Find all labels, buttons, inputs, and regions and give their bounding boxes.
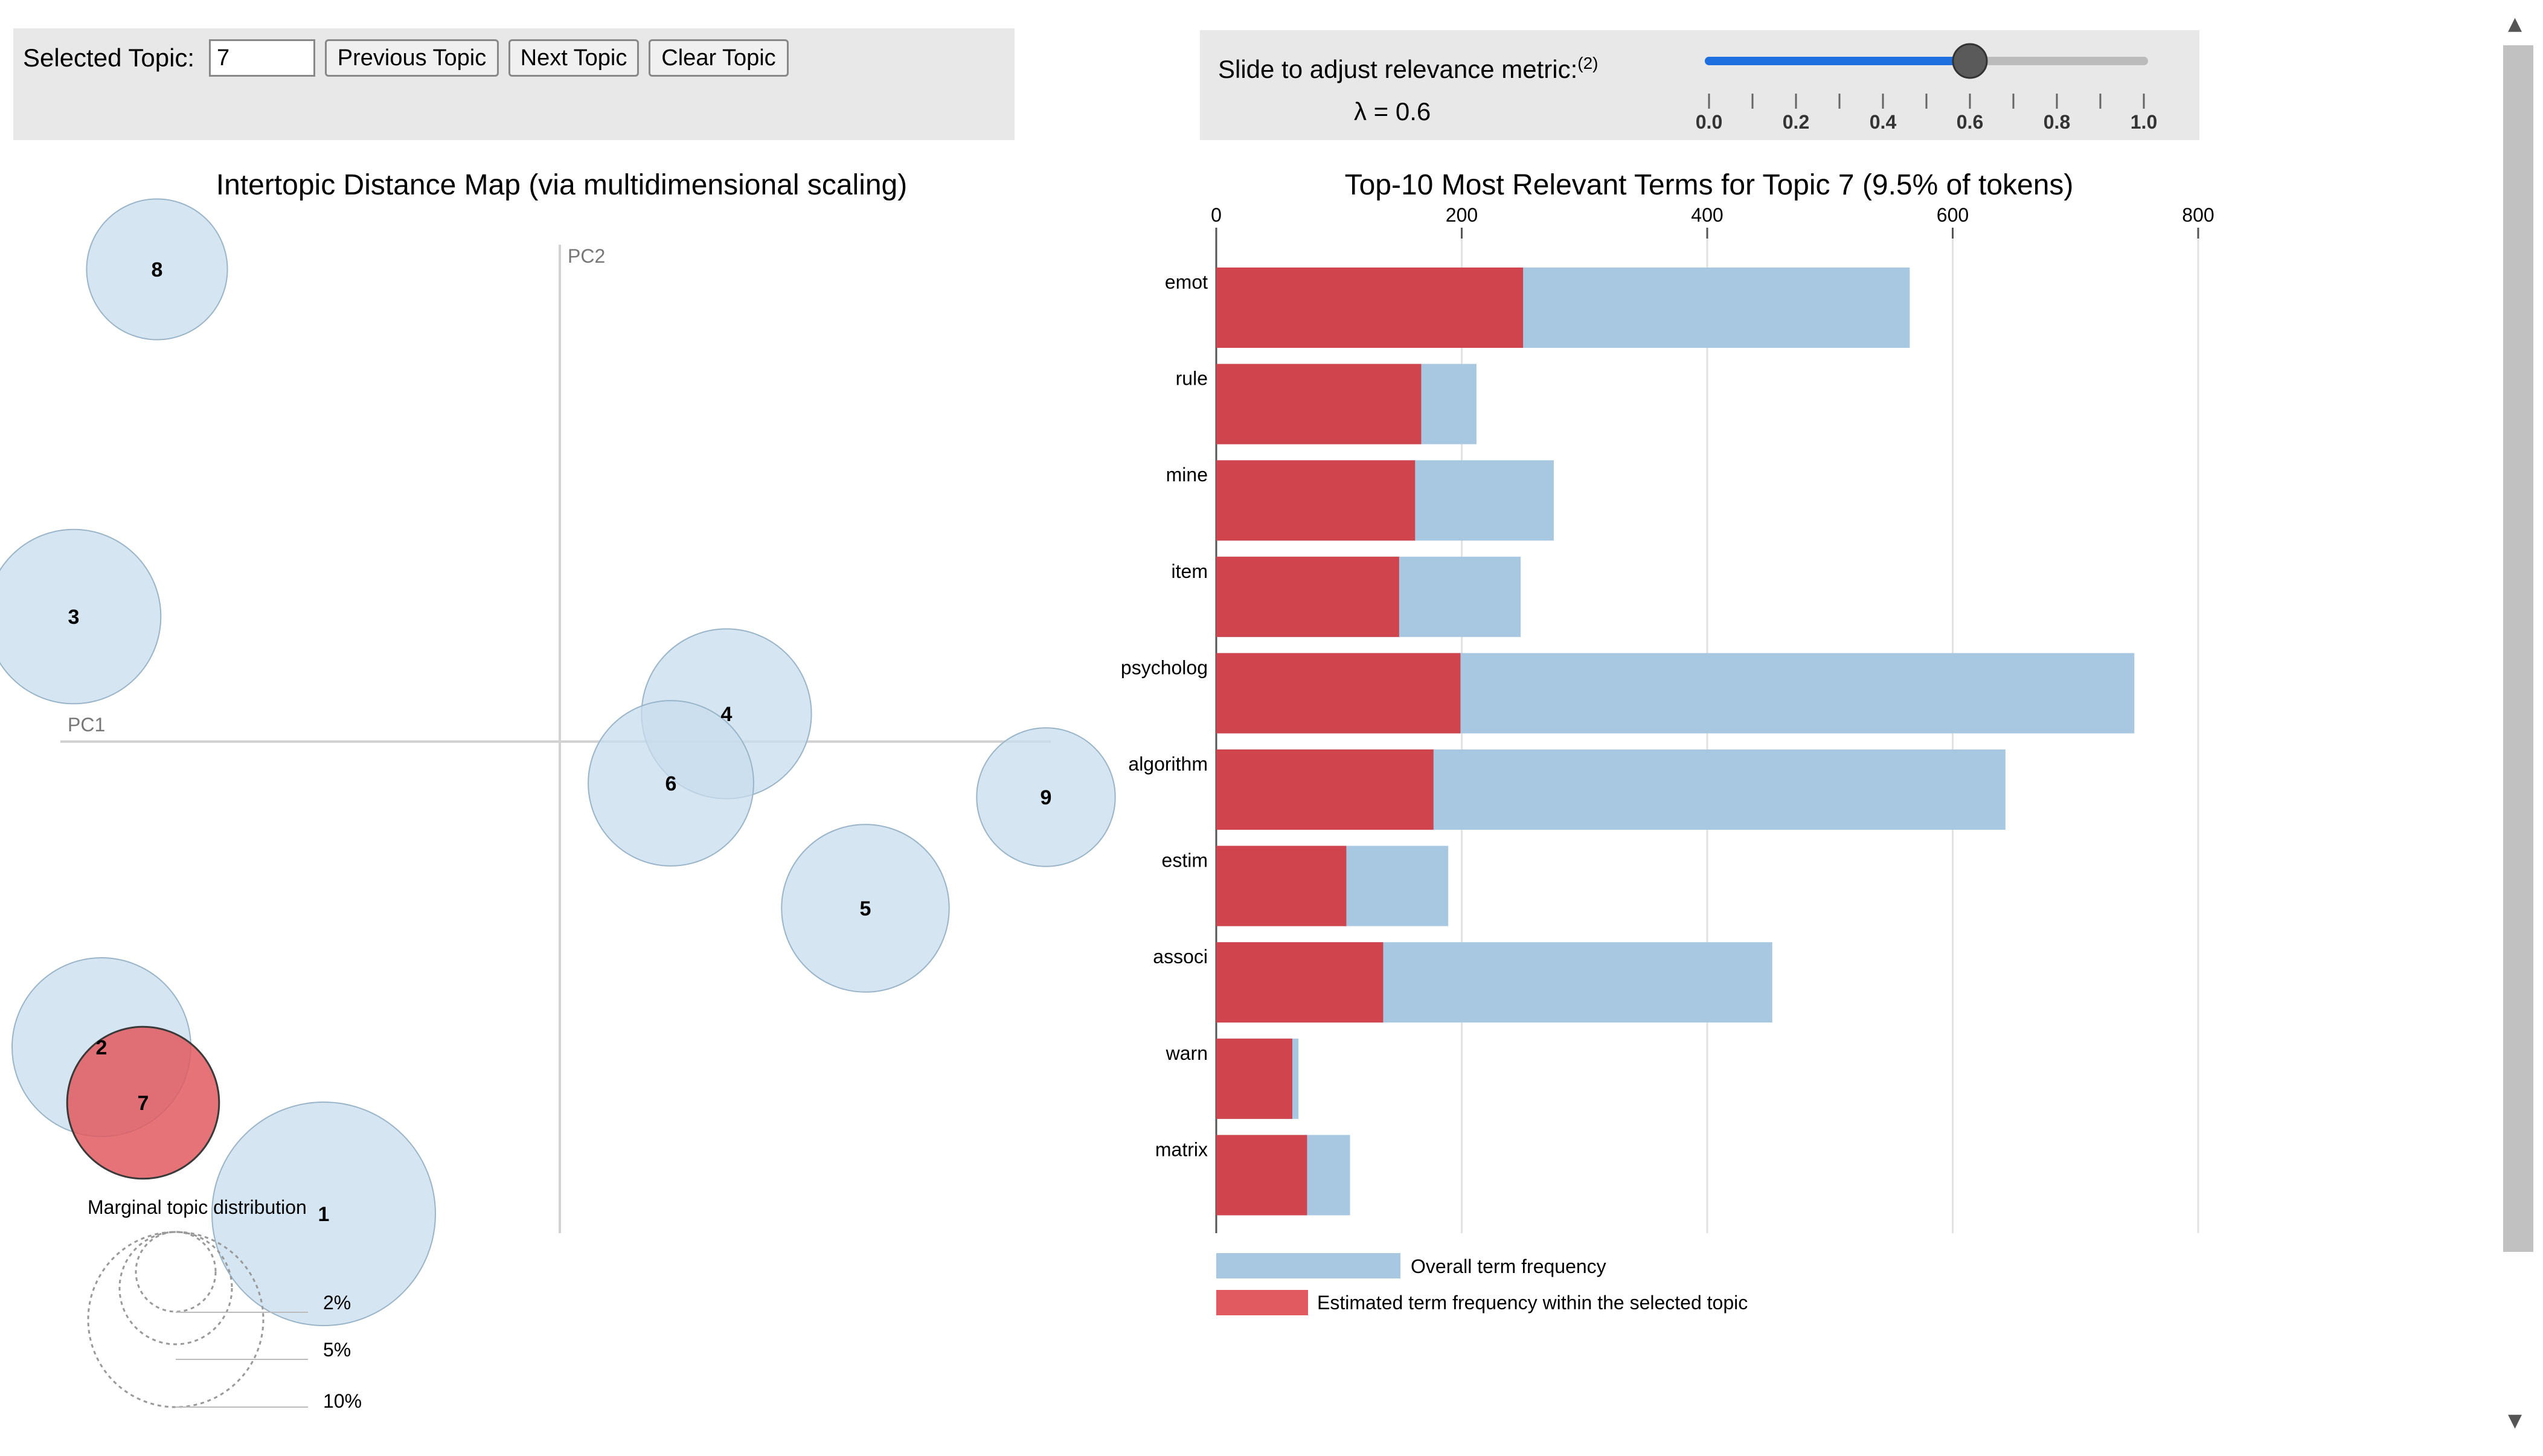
vertical-scrollbar[interactable]: ▲ ▼ [2495,0,2543,1456]
size-circle-5pct [118,1231,233,1345]
topic-bubble-label: 5 [860,897,871,920]
slider-tick-label: 0.2 [1783,111,1809,133]
relevance-slider-panel: Slide to adjust relevance metric:(2) λ =… [1200,30,2199,140]
slider-tick-label: 0.0 [1696,111,1722,133]
topic-bubble-3[interactable] [0,528,162,705]
slider-label: Slide to adjust relevance metric:(2) [1218,47,1599,86]
size-legend [87,1231,265,1408]
topic-bubble-label: 6 [665,772,677,795]
legend-5pct: 5% [323,1339,351,1361]
term-bar-chart: 0 200 400 600 800 emot rule mine item psycholog al… [1121,204,2214,1233]
slider-tick-label: 0.4 [1870,111,1897,133]
slider-footnote: (2) [1577,54,1599,72]
legend-2pct: 2% [323,1292,351,1313]
term-label-estim[interactable]: estim [1162,850,1208,871]
bar-selected-associ[interactable] [1216,942,1384,1023]
slider-tick-label: 1.0 [2131,111,2157,133]
topic-bubble-9[interactable] [976,727,1116,867]
legend-selected-swatch [1216,1290,1308,1315]
topic-bubble-label: 3 [68,606,80,629]
term-label-item[interactable]: item [1172,560,1208,582]
pc2-label: PC2 [568,245,605,267]
term-label-mine[interactable]: mine [1166,464,1208,486]
topic-bubble-label: 4 [721,703,733,726]
legend-overall-swatch [1216,1253,1400,1278]
legend-overall-label: Overall term frequency [1411,1256,1606,1277]
term-label-rule[interactable]: rule [1176,368,1208,390]
bar-selected-emot[interactable] [1216,268,1524,348]
slider-knob[interactable] [1952,43,1988,79]
topic-bubble-7[interactable] [66,1025,220,1180]
term-label-algorithm[interactable]: algorithm [1128,753,1208,775]
bar-chart-title: Top-10 Most Relevant Terms for Topic 7 (… [1345,169,2074,201]
selected-topic-label: Selected Topic: [23,43,195,72]
bar-selected-rule[interactable] [1216,364,1422,444]
x-tick-label: 0 [1211,204,1222,226]
scroll-up-arrow[interactable]: ▲ [2508,13,2522,34]
term-label-emot[interactable]: emot [1165,271,1208,293]
bar-selected-matrix[interactable] [1216,1135,1307,1216]
bar-selected-algorithm[interactable] [1216,749,1434,830]
bar-selected-item[interactable] [1216,556,1399,637]
term-label-warn[interactable]: warn [1166,1042,1208,1064]
topic-bubble-label: 9 [1041,786,1052,809]
topic-bubble-1[interactable] [211,1102,436,1326]
topic-bubble-8[interactable] [86,198,228,341]
topic-bubble-6[interactable] [588,700,754,867]
term-label-psycholog[interactable]: psycholog [1121,656,1208,678]
legend-selected-label: Estimated term frequency within the sele… [1317,1292,1748,1313]
topic-bubble-label: 7 [138,1092,149,1115]
x-tick-label: 400 [1691,204,1723,226]
topic-bubble-label: 1 [318,1203,330,1226]
next-topic-button[interactable]: Next Topic [508,39,639,77]
x-tick-label: 600 [1937,204,1969,226]
bar-selected-psycholog[interactable] [1216,653,1461,734]
slider-label-text: Slide to adjust relevance metric: [1218,55,1578,83]
legend-10pct: 10% [323,1390,362,1412]
size-legend-leaders [176,1312,308,1408]
selected-topic-input[interactable] [209,39,315,77]
topic-control-panel: Selected Topic: Previous Topic Next Topi… [13,28,1015,140]
slider-tick-label: 0.6 [1957,111,1983,133]
scrollbar-thumb[interactable] [2503,45,2533,1252]
size-circle-2pct [135,1231,217,1313]
x-tick-label: 200 [1446,204,1478,226]
topic-bubbles: 1 2 3 4 5 6 8 9 7 [0,198,1116,1326]
bar-selected-mine[interactable] [1216,460,1416,541]
term-label-matrix[interactable]: matrix [1155,1138,1208,1160]
previous-topic-button[interactable]: Previous Topic [325,39,499,77]
scroll-down-arrow[interactable]: ▼ [2508,1410,2522,1431]
map-title: Intertopic Distance Map (via multidimens… [216,169,907,201]
slider-tick-label: 0.8 [2044,111,2070,133]
topic-bubble-label: 2 [96,1036,107,1059]
size-circle-10pct [87,1231,265,1408]
bar-selected-warn[interactable] [1216,1038,1293,1119]
lambda-value: λ = 0.6 [1354,97,1431,126]
topic-bubble-label: 8 [152,258,163,281]
pc1-label: PC1 [68,714,105,736]
clear-topic-button[interactable]: Clear Topic [649,39,789,77]
bar-selected-estim[interactable] [1216,845,1347,926]
term-label-associ[interactable]: associ [1153,946,1208,967]
x-tick-label: 800 [2182,204,2214,226]
topic-bubble-5[interactable] [781,824,950,993]
relevance-slider[interactable]: 0.0 0.2 0.4 0.6 0.8 1.0 [1696,43,2157,133]
legend-title: Marginal topic distribution [88,1196,307,1218]
